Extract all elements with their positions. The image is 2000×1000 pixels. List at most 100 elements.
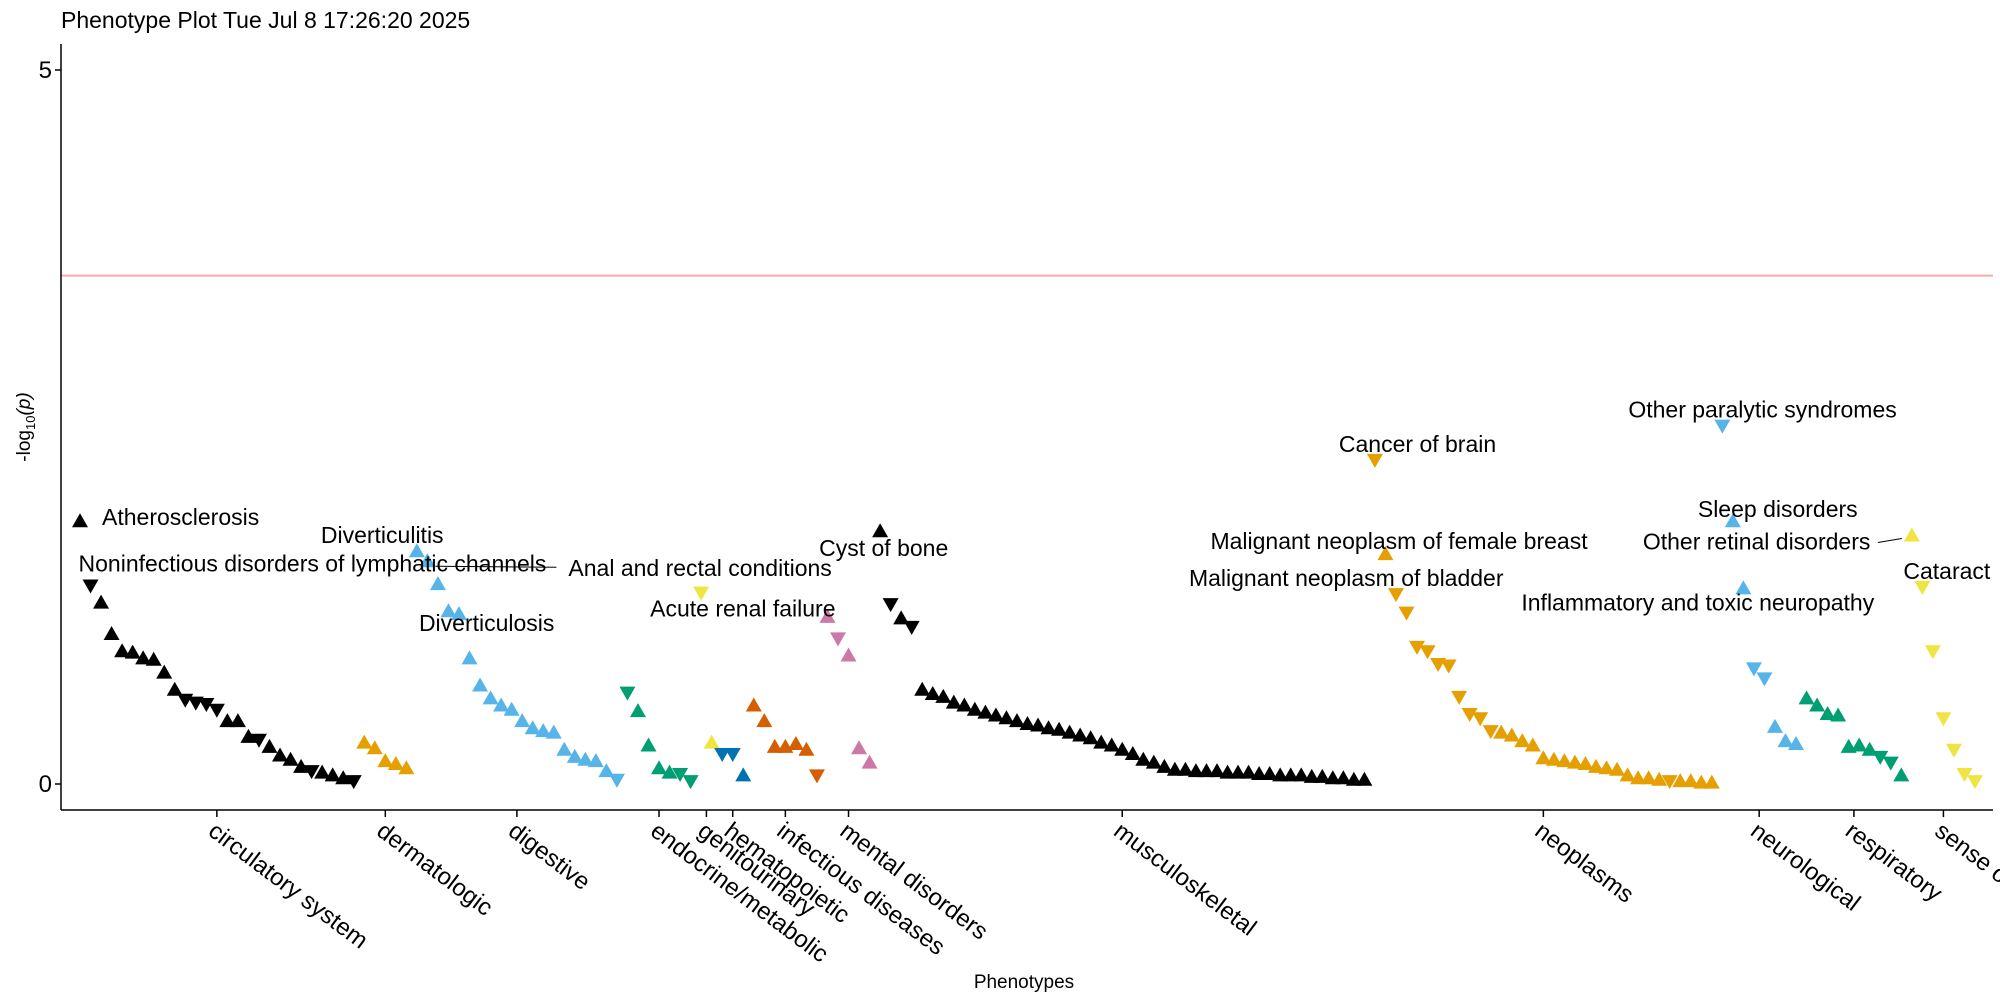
point-musculoskeletal-up xyxy=(1324,770,1341,785)
point-circulatory-system-up xyxy=(145,651,162,666)
point-respiratory-up xyxy=(1809,697,1826,712)
point-digestive-up xyxy=(451,606,467,621)
point-sense-organs-down xyxy=(1935,712,1952,727)
annotation-anal-and-rectal-conditions: Anal and rectal conditions xyxy=(568,555,831,581)
point-circulatory-system-down xyxy=(345,775,362,790)
point-neoplasms-up xyxy=(1588,758,1604,773)
point-neoplasms-up xyxy=(1566,754,1583,769)
point-neoplasms-up xyxy=(1577,756,1594,771)
point-neoplasms-up xyxy=(1703,774,1720,789)
point-musculoskeletal-up xyxy=(914,681,931,696)
point-respiratory-up xyxy=(1830,707,1847,722)
point-musculoskeletal-up xyxy=(893,610,910,625)
point-musculoskeletal-up xyxy=(935,688,952,703)
point-respiratory-down xyxy=(1872,750,1889,765)
point-dermatologic-up xyxy=(387,756,404,771)
point-dermatologic-up xyxy=(356,734,373,749)
point-digestive-up xyxy=(440,603,457,618)
point-circulatory-system-up xyxy=(282,751,299,766)
point-neurological-up xyxy=(1788,736,1805,751)
point-neoplasms-up xyxy=(1503,727,1520,742)
point-neoplasms-down xyxy=(1440,659,1457,674)
point-digestive-down xyxy=(608,773,625,788)
axes xyxy=(60,44,1993,811)
point-musculoskeletal-up xyxy=(1156,758,1173,773)
point-digestive-up xyxy=(566,748,583,763)
point-musculoskeletal-up xyxy=(1251,766,1268,781)
point-digestive-up xyxy=(482,690,499,705)
point-sense-organs-up xyxy=(1903,527,1920,542)
point-neoplasms-up xyxy=(1545,751,1562,766)
point-musculoskeletal-up xyxy=(1272,767,1289,782)
point-circulatory-system-down xyxy=(250,733,267,748)
point-musculoskeletal-up xyxy=(1303,768,1320,783)
annotation-other-paralytic-syndromes: Other paralytic syndromes xyxy=(1628,397,1896,423)
point-circulatory-system-down xyxy=(82,579,99,594)
x-tick-label-musculoskeletal: musculoskeletal xyxy=(1109,817,1262,941)
point-circulatory-system-down xyxy=(208,703,225,718)
point-digestive-up xyxy=(419,553,436,568)
point-infectious-diseases-up xyxy=(756,713,773,728)
point-musculoskeletal-up xyxy=(1219,764,1236,779)
point-digestive-up xyxy=(503,701,520,716)
point-neurological-down xyxy=(1756,672,1773,687)
point-infectious-diseases-up xyxy=(787,736,804,751)
point-sense-organs-down xyxy=(1956,768,1973,783)
point-digestive-up xyxy=(524,720,541,735)
point-neurological-down xyxy=(1745,662,1762,677)
point-musculoskeletal-up xyxy=(1240,764,1257,779)
point-musculoskeletal-up xyxy=(1314,768,1331,783)
point-endocrine-metabolic-down xyxy=(672,768,689,783)
point-endocrine-metabolic-up xyxy=(661,764,678,779)
point-circulatory-system-down xyxy=(198,698,215,713)
point-neurological-down xyxy=(1714,419,1731,434)
point-sense-organs-down xyxy=(1967,775,1983,790)
point-dermatologic-up xyxy=(366,740,383,755)
point-digestive-up xyxy=(472,677,489,692)
annotation-inflammatory-and-toxic-neuropathy: Inflammatory and toxic neuropathy xyxy=(1521,589,1874,615)
point-musculoskeletal-up xyxy=(1166,761,1183,776)
point-neoplasms-up xyxy=(1651,771,1668,786)
annotation-malignant-neoplasm-of-female-breast: Malignant neoplasm of female breast xyxy=(1210,528,1588,554)
point-musculoskeletal-up xyxy=(1230,764,1247,779)
point-digestive-up xyxy=(461,650,478,665)
annotation-acute-renal-failure: Acute renal failure xyxy=(650,596,835,622)
point-hematopoietic-down xyxy=(724,748,741,763)
x-tick-label-neoplasms: neoplasms xyxy=(1530,817,1639,908)
point-musculoskeletal-up xyxy=(1030,717,1047,732)
point-musculoskeletal-up xyxy=(1019,716,1036,731)
point-neoplasms-up xyxy=(1672,773,1689,788)
point-digestive-up xyxy=(556,741,573,756)
point-neoplasms-up xyxy=(1514,733,1531,748)
label-leaders xyxy=(435,538,1902,568)
point-respiratory-up xyxy=(1893,767,1910,782)
point-musculoskeletal-up xyxy=(977,704,994,719)
point-musculoskeletal-up xyxy=(1293,767,1310,782)
point-musculoskeletal-up xyxy=(1061,724,1078,739)
point-musculoskeletal-up xyxy=(1356,771,1373,786)
point-hematopoietic-down xyxy=(714,748,731,763)
x-tick-label-digestive: digestive xyxy=(503,817,595,896)
point-mental-disorders-down xyxy=(830,632,846,647)
point-musculoskeletal-up xyxy=(1345,771,1362,786)
point-musculoskeletal-up xyxy=(1335,770,1352,785)
annotation-sleep-disorders: Sleep disorders xyxy=(1698,496,1858,522)
point-mental-disorders-up xyxy=(819,608,836,623)
x-axis-title: Phenotypes xyxy=(974,972,1074,993)
point-musculoskeletal-down xyxy=(882,598,899,613)
point-neoplasms-down xyxy=(1387,588,1404,603)
point-neoplasms-up xyxy=(1682,773,1699,788)
point-genitourinary-up xyxy=(703,734,720,749)
point-neoplasms-down xyxy=(1482,725,1499,740)
annotation-cyst-of-bone: Cyst of bone xyxy=(819,535,948,561)
point-musculoskeletal-up xyxy=(1145,754,1162,769)
point-circulatory-system-up xyxy=(166,681,183,696)
y-ticks: 05 xyxy=(39,57,61,798)
point-musculoskeletal-up xyxy=(998,710,1015,725)
annotation-diverticulosis: Diverticulosis xyxy=(419,610,554,636)
point-neoplasms-up xyxy=(1524,737,1541,752)
point-neurological-up xyxy=(1777,733,1794,748)
point-neoplasms-down xyxy=(1409,640,1426,655)
